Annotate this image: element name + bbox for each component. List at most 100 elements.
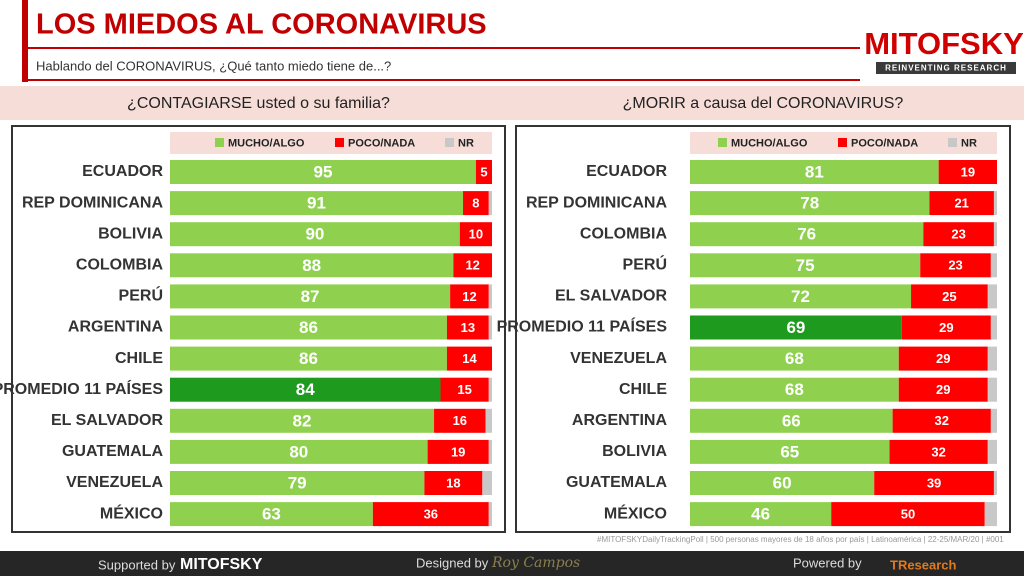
bar-segment	[690, 439, 890, 464]
bar-segment	[831, 502, 985, 527]
subtitle: Hablando del CORONAVIRUS, ¿Qué tanto mie…	[36, 58, 391, 73]
bar-segment	[170, 439, 428, 464]
bar-segment	[690, 346, 899, 371]
value-label: 23	[951, 227, 965, 242]
value-label: 29	[939, 320, 953, 335]
bar-segment	[993, 471, 997, 495]
value-label: 87	[301, 287, 320, 306]
bar-segment	[453, 253, 492, 278]
bar-segment	[170, 284, 451, 309]
bar-segment	[898, 346, 988, 371]
legend-swatch	[948, 138, 957, 147]
bar-segment	[987, 439, 997, 464]
bar-segment	[427, 439, 489, 464]
value-label: 76	[797, 225, 816, 244]
bar-segment	[911, 284, 988, 309]
bar-segment	[459, 222, 492, 247]
legend-swatch	[838, 138, 847, 147]
bar-segment	[488, 439, 492, 464]
bar-segment	[440, 377, 489, 402]
question: ¿MORIR a causa del CORONAVIRUS?	[623, 95, 904, 112]
value-label: 95	[313, 162, 332, 181]
value-label: 72	[791, 287, 810, 306]
legend-label: MUCHO/ALGO	[731, 137, 808, 149]
bar-segment	[690, 160, 939, 184]
bar-segment	[372, 502, 489, 527]
category-label: MÉXICO	[100, 503, 163, 522]
value-label: 63	[262, 505, 281, 524]
legend-band	[170, 132, 492, 154]
bar-segment	[485, 408, 492, 433]
value-label: 10	[469, 227, 483, 242]
bar-segment	[170, 408, 435, 433]
bar-segment	[170, 346, 447, 371]
bar-segment	[690, 284, 912, 309]
category-label: VENEZUELA	[570, 350, 667, 367]
bar-segment	[450, 284, 489, 309]
value-label: 19	[451, 444, 465, 459]
bar-segment	[482, 471, 492, 495]
bar-segment	[923, 222, 994, 247]
bar-segment	[170, 315, 447, 340]
category-label: ECUADOR	[82, 163, 163, 180]
value-label: 32	[935, 413, 949, 428]
bar-segment	[488, 502, 492, 527]
value-label: 60	[773, 473, 792, 492]
value-label: 5	[480, 164, 487, 179]
footer-logo: TResearch	[890, 557, 957, 572]
category-label: REP DOMINICANA	[22, 194, 163, 211]
bar-segment	[488, 284, 492, 309]
bar-segment	[170, 160, 476, 184]
category-label: EL SALVADOR	[555, 288, 667, 305]
value-label: 88	[302, 256, 321, 275]
bar-segment	[690, 222, 924, 247]
value-label: 86	[299, 349, 318, 368]
bar-segment	[446, 346, 492, 371]
value-label: 16	[453, 413, 467, 428]
category-label: MÉXICO	[604, 503, 667, 522]
value-label: 66	[782, 411, 801, 430]
bar-segment	[475, 160, 492, 184]
value-label: 21	[954, 196, 968, 211]
logo-strip	[876, 62, 1016, 74]
bar-segment	[170, 471, 425, 495]
bar-segment	[690, 471, 875, 495]
bar-segment	[170, 191, 464, 216]
bar-segment	[990, 253, 997, 278]
legend-swatch	[335, 138, 344, 147]
value-label: 79	[288, 473, 307, 492]
value-label: 14	[462, 351, 477, 366]
bar-segment	[993, 191, 997, 216]
footer-bar	[0, 551, 1024, 576]
value-label: 78	[800, 194, 819, 213]
category-label: COLOMBIA	[76, 257, 164, 274]
value-label: 68	[785, 349, 804, 368]
bar-segment	[892, 408, 991, 433]
footer-logo: MITOFSKY	[180, 556, 263, 573]
legend-label: MUCHO/ALGO	[228, 137, 305, 149]
bar-segment	[690, 253, 921, 278]
category-label: EL SALVADOR	[51, 412, 163, 429]
category-label: PERÚ	[119, 286, 163, 305]
value-label: 15	[457, 382, 471, 397]
bar-segment	[434, 408, 486, 433]
legend-swatch	[445, 138, 454, 147]
bar-segment	[987, 377, 997, 402]
value-label: 50	[901, 507, 915, 522]
bar-segment	[901, 315, 991, 340]
category-label: GUATEMALA	[566, 474, 667, 491]
accent-bar	[22, 0, 28, 82]
value-label: 29	[936, 351, 950, 366]
bar-segment	[170, 222, 460, 247]
legend-label: POCO/NADA	[348, 137, 415, 149]
value-label: 68	[785, 380, 804, 399]
category-label: PROMEDIO 11 PAÍSES	[497, 317, 668, 336]
value-label: 25	[942, 289, 956, 304]
bar-segment	[488, 315, 492, 340]
bar-segment	[920, 253, 991, 278]
category-label: ECUADOR	[586, 163, 667, 180]
bar-segment	[984, 502, 997, 527]
value-label: 75	[796, 256, 815, 275]
value-label: 90	[305, 225, 324, 244]
